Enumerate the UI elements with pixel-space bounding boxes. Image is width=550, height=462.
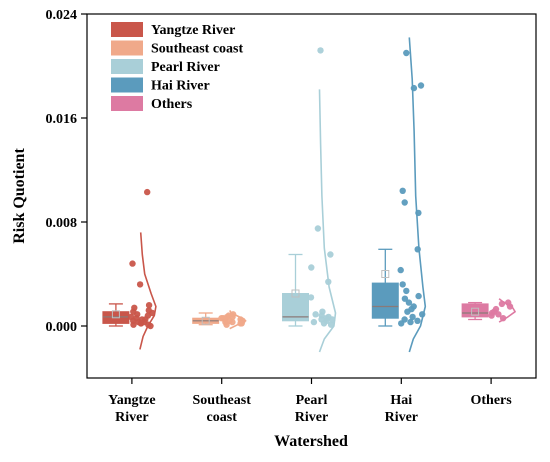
data-point — [229, 318, 236, 326]
mean-marker — [381, 270, 390, 278]
data-point — [325, 278, 332, 285]
data-point — [317, 47, 324, 54]
data-point — [223, 321, 230, 328]
legend-swatch — [111, 59, 143, 74]
x-tick-label: Pearl River — [295, 393, 328, 425]
data-point — [407, 318, 414, 326]
y-tick-label: 0.024 — [46, 8, 78, 23]
legend-label: Others — [151, 97, 193, 112]
density-curve — [318, 89, 337, 353]
legend: Yangtze River Southeast coast Pearl River H… — [111, 22, 244, 112]
data-point — [136, 281, 144, 288]
data-point — [409, 313, 416, 321]
data-point — [237, 320, 244, 327]
data-point — [495, 311, 502, 318]
data-point — [312, 311, 319, 318]
legend-label: Yangtze River — [151, 23, 235, 38]
data-point — [145, 302, 153, 309]
data-point — [419, 311, 426, 318]
data-point — [144, 188, 151, 196]
y-axis-title: Risk Quotient — [11, 148, 28, 244]
series-group — [192, 309, 247, 330]
series-group — [282, 47, 337, 353]
data-point — [498, 300, 506, 308]
data-point — [506, 303, 514, 310]
data-point — [404, 308, 411, 315]
x-tick-label: Yangtze River — [108, 393, 155, 425]
legend-swatch — [111, 96, 143, 111]
data-point — [397, 266, 404, 274]
legend-label: Hai River — [151, 79, 210, 94]
x-tick-label: Others — [470, 393, 512, 408]
mean-marker — [111, 310, 120, 319]
data-point — [399, 187, 406, 194]
legend-label: Southeast coast — [151, 42, 244, 57]
data-point — [401, 199, 408, 206]
legend-swatch — [111, 77, 143, 93]
x-tick-label: Hai River — [385, 393, 418, 425]
legend-swatch — [111, 40, 143, 56]
series-group — [371, 37, 427, 353]
data-point — [499, 315, 507, 322]
box-iqr — [371, 282, 399, 319]
data-point — [410, 84, 418, 92]
data-point — [405, 299, 413, 306]
plot-area — [102, 37, 516, 353]
y-tick-label: 0.016 — [46, 112, 78, 127]
data-point — [147, 322, 154, 330]
data-point — [130, 321, 137, 328]
box-iqr — [282, 293, 309, 322]
data-point — [329, 316, 336, 323]
data-point — [401, 295, 409, 302]
data-point — [415, 209, 422, 217]
x-axis-title: Watershed — [274, 433, 348, 450]
data-point — [415, 292, 422, 300]
mean-marker — [291, 289, 300, 298]
data-point — [310, 318, 318, 326]
data-point — [327, 251, 334, 258]
series-group — [461, 298, 516, 323]
data-point — [399, 281, 406, 288]
mean-marker — [471, 307, 480, 316]
x-tick-label: Southeast coast — [193, 393, 252, 425]
density-curve — [408, 37, 427, 353]
data-point — [314, 225, 322, 232]
mean-marker — [201, 316, 210, 325]
data-point — [137, 320, 145, 327]
axes: 0.000 0.008 0.016 0.024 Yangtze River Southeas… — [46, 8, 513, 425]
y-tick-label: 0.008 — [46, 216, 78, 231]
series-group — [102, 188, 157, 350]
data-point — [403, 287, 410, 295]
data-point — [307, 294, 315, 301]
data-point — [308, 264, 315, 271]
legend-swatch — [111, 22, 143, 37]
data-point — [327, 321, 335, 328]
data-point — [417, 82, 425, 89]
density-curve — [139, 232, 157, 350]
data-point — [414, 317, 421, 324]
data-point — [129, 260, 136, 267]
data-point — [320, 320, 328, 327]
data-point — [414, 246, 421, 253]
data-point — [398, 320, 405, 327]
y-tick-label: 0.000 — [46, 320, 78, 335]
data-point — [488, 312, 495, 319]
legend-label: Pearl River — [151, 60, 220, 75]
data-point — [403, 49, 410, 57]
box-iqr — [461, 303, 489, 318]
